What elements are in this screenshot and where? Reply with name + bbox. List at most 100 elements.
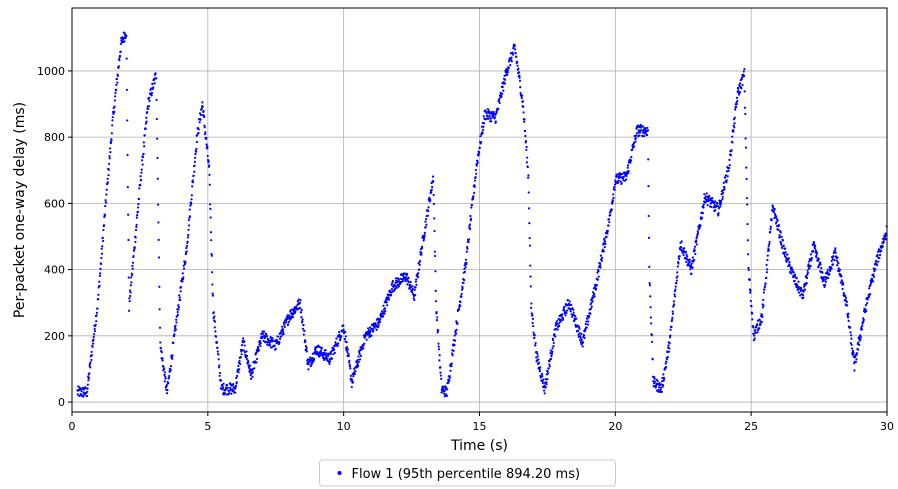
data-point <box>529 285 532 288</box>
data-point <box>186 236 190 239</box>
data-point <box>463 278 466 282</box>
data-point <box>612 196 615 200</box>
data-point <box>437 348 441 351</box>
data-point <box>770 219 773 222</box>
x-tick-label: 20 <box>608 420 622 433</box>
data-point <box>565 309 569 312</box>
data-point <box>171 357 174 360</box>
data-point <box>112 112 115 115</box>
data-point <box>114 88 118 91</box>
data-point <box>301 320 304 323</box>
data-point <box>131 264 134 268</box>
data-point <box>612 193 615 196</box>
data-point <box>89 361 92 364</box>
data-point <box>206 146 209 149</box>
data-point <box>211 283 214 286</box>
data-point <box>93 327 96 331</box>
data-point <box>176 313 180 316</box>
data-point <box>797 280 800 283</box>
data-point <box>482 128 485 131</box>
data-point <box>159 341 162 344</box>
data-point <box>831 263 835 266</box>
data-point <box>130 272 133 275</box>
data-point <box>235 381 238 384</box>
data-point <box>166 389 169 392</box>
data-point <box>807 264 810 268</box>
data-point <box>125 88 129 91</box>
y-axis-title: Per-packet one-way delay (ms) <box>12 102 28 318</box>
data-point <box>708 194 711 197</box>
data-point <box>581 345 584 348</box>
data-point <box>299 307 302 310</box>
data-point <box>801 293 805 297</box>
data-point <box>766 268 769 271</box>
data-point <box>720 189 723 193</box>
data-point <box>597 270 600 273</box>
data-point <box>80 390 83 393</box>
data-point <box>762 304 765 307</box>
data-point <box>208 183 211 186</box>
data-point <box>635 132 639 135</box>
data-point <box>510 56 513 59</box>
data-point <box>621 172 624 176</box>
data-point <box>827 276 830 280</box>
data-point <box>737 87 740 90</box>
data-point <box>97 298 100 301</box>
data-point <box>351 379 354 382</box>
data-point <box>156 177 159 180</box>
data-point <box>213 320 217 323</box>
data-point <box>158 285 161 288</box>
data-point <box>464 266 467 269</box>
data-point <box>310 363 313 366</box>
data-point <box>878 253 882 257</box>
data-point <box>453 334 456 337</box>
data-point <box>531 321 534 325</box>
data-point <box>495 112 498 115</box>
data-point <box>776 219 779 222</box>
data-point <box>218 374 221 377</box>
data-point <box>454 332 458 335</box>
x-axis-ticks: 0 5 10 15 20 25 30 <box>69 412 894 433</box>
data-point <box>154 72 157 75</box>
data-point <box>463 267 466 270</box>
data-point <box>165 392 169 395</box>
data-point <box>528 236 531 240</box>
data-point <box>575 317 578 320</box>
data-point <box>664 362 667 365</box>
data-point <box>126 119 129 122</box>
data-point <box>328 360 332 363</box>
data-point <box>843 294 847 297</box>
data-point <box>137 203 140 206</box>
data-point <box>765 263 768 266</box>
data-point <box>744 112 747 116</box>
data-point <box>661 383 665 387</box>
x-tick-label: 25 <box>744 420 758 433</box>
data-point <box>498 97 501 100</box>
data-point <box>763 288 766 291</box>
data-point <box>150 91 154 94</box>
data-point <box>739 82 742 85</box>
data-point <box>208 164 211 167</box>
data-point <box>606 229 609 232</box>
legend-marker <box>337 471 342 475</box>
data-point <box>387 298 391 301</box>
data-point <box>561 313 564 316</box>
data-point <box>118 59 121 62</box>
data-point <box>470 203 474 207</box>
data-point <box>393 285 396 288</box>
data-point <box>164 377 167 380</box>
data-point <box>533 333 536 337</box>
data-point <box>407 281 410 284</box>
data-point <box>437 345 440 348</box>
data-point <box>245 350 248 353</box>
data-point <box>562 308 566 311</box>
data-point <box>764 282 767 285</box>
data-point <box>234 384 238 387</box>
data-point <box>469 217 473 220</box>
data-point <box>319 354 322 357</box>
data-point <box>604 242 607 246</box>
data-point <box>280 335 283 338</box>
data-point <box>413 288 416 291</box>
data-point <box>504 78 507 81</box>
data-point <box>209 231 213 234</box>
